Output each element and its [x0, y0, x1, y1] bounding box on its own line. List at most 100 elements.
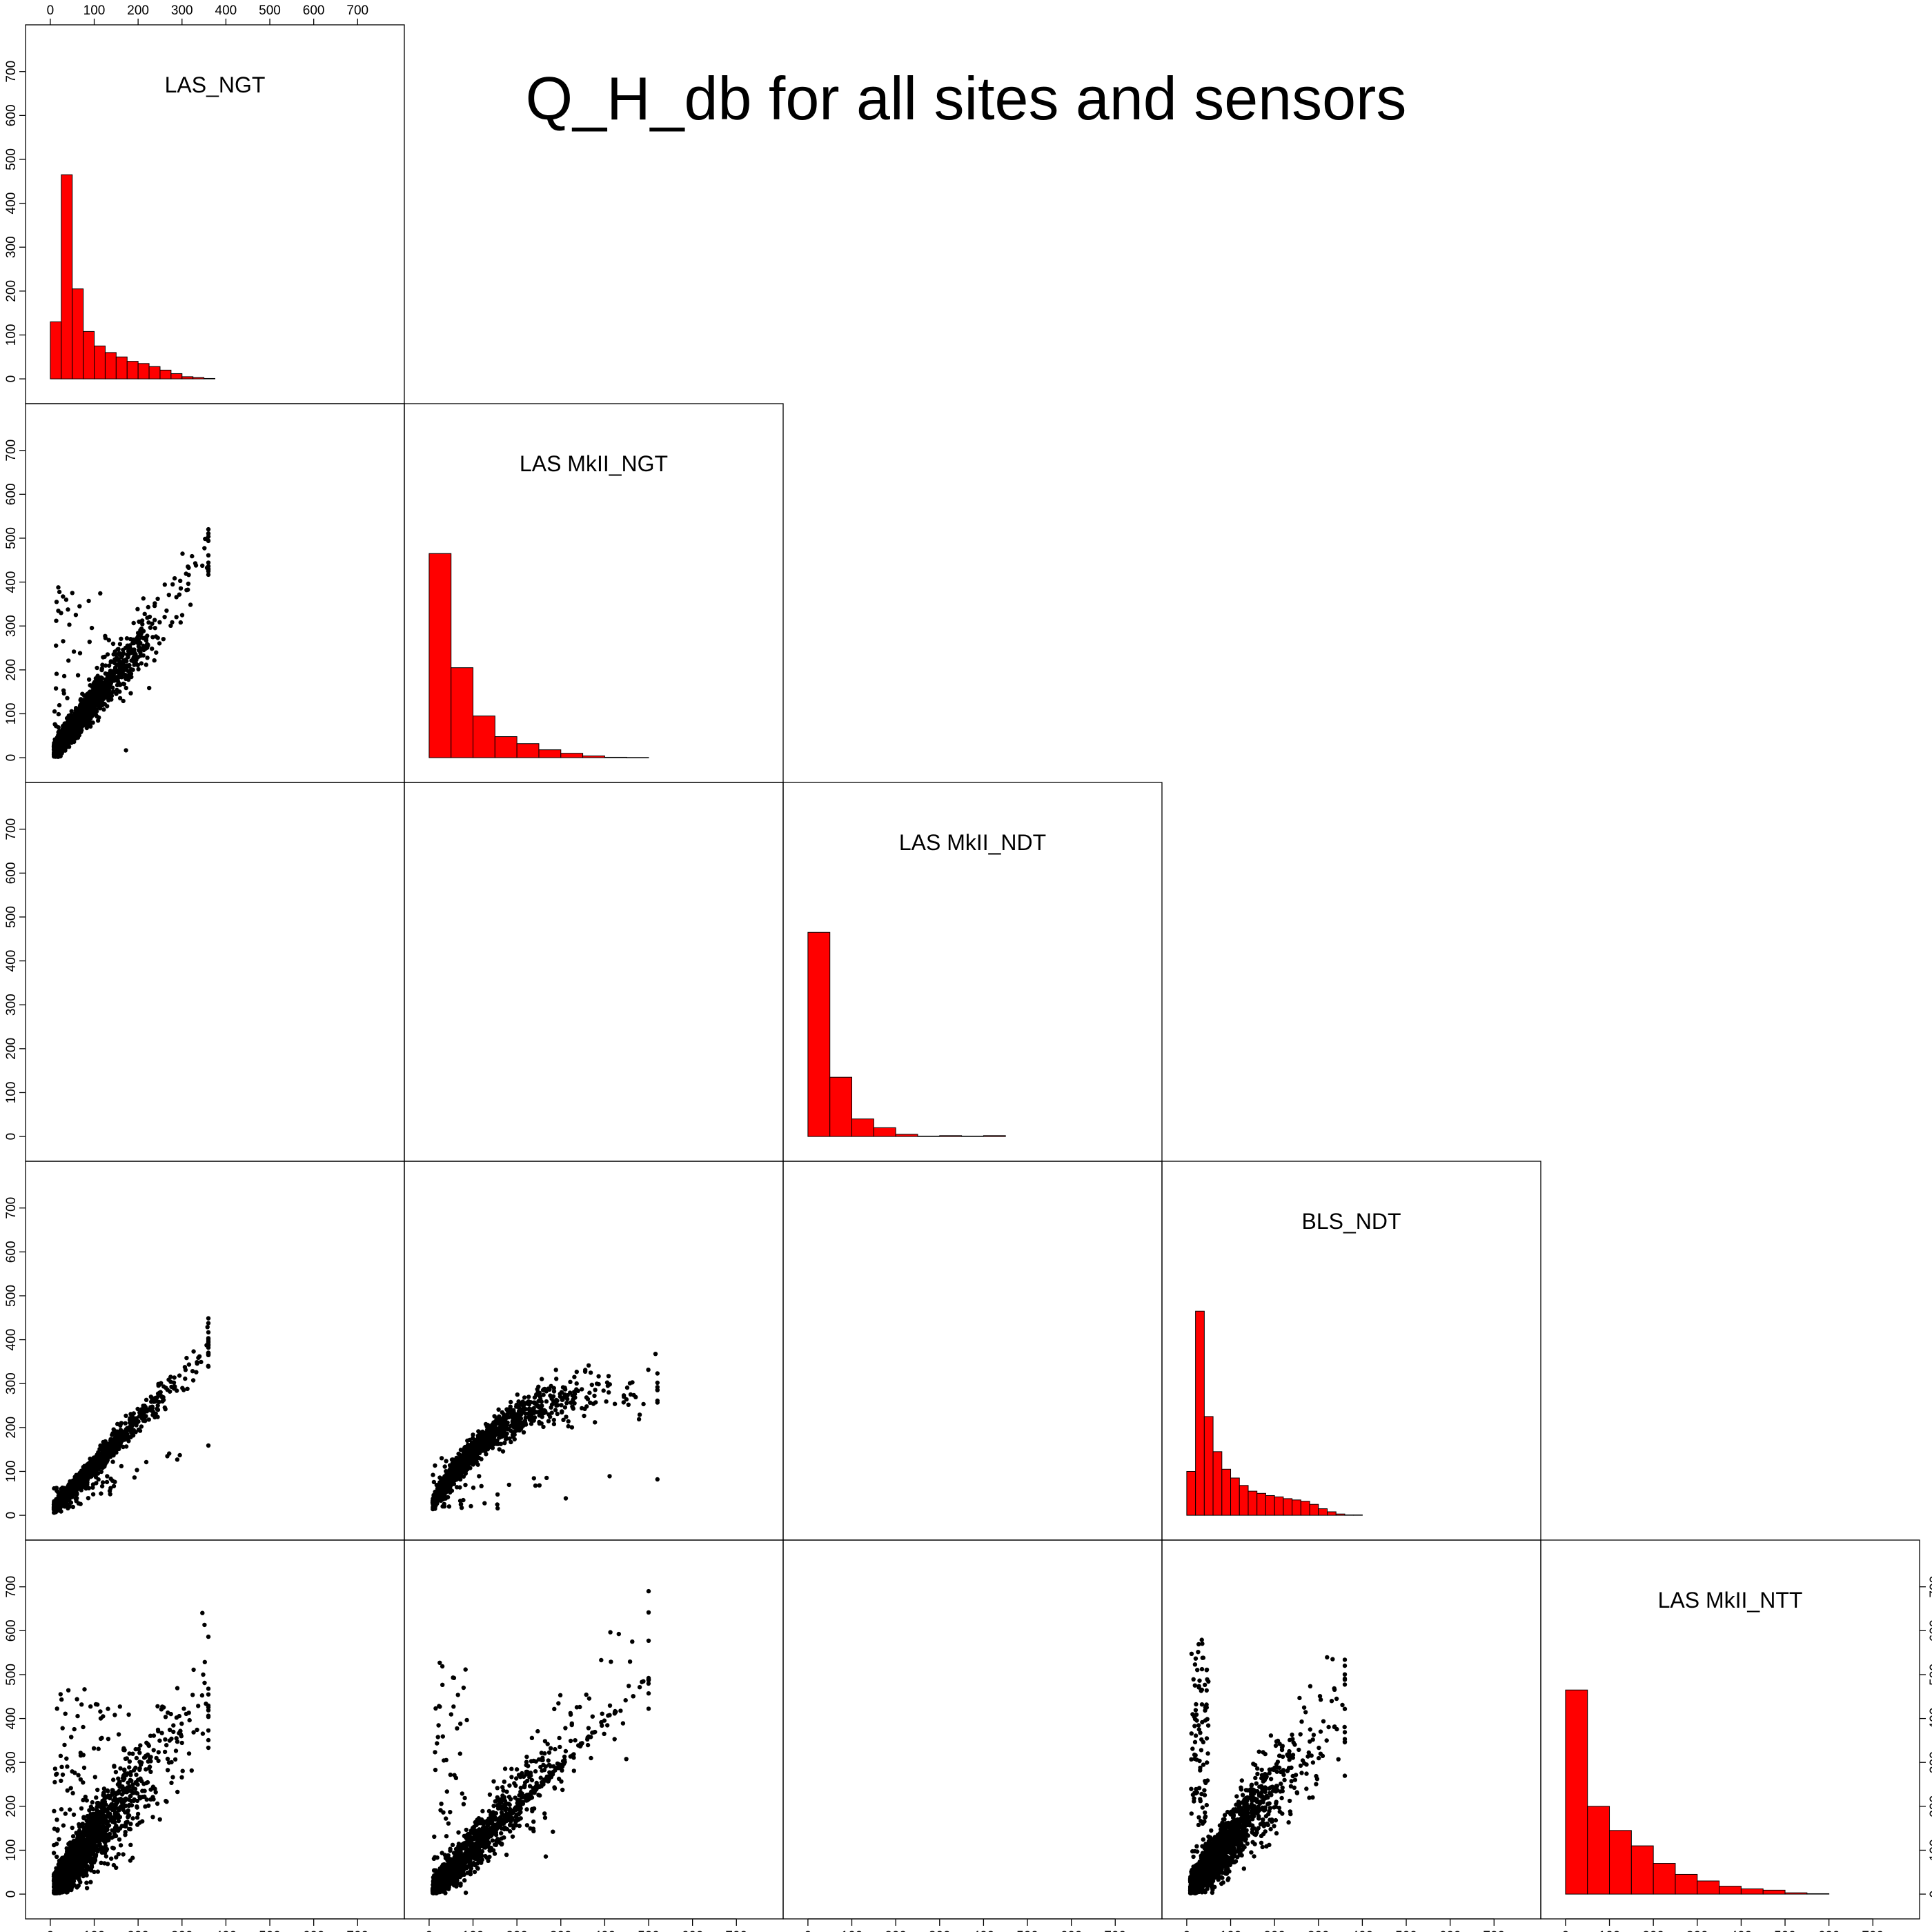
data-point	[144, 662, 148, 667]
data-point	[124, 1413, 128, 1418]
data-point	[146, 604, 150, 610]
data-point	[492, 1414, 497, 1419]
histogram-bar	[1565, 1689, 1588, 1895]
data-point	[185, 1386, 190, 1392]
data-point	[112, 678, 117, 682]
data-point	[54, 751, 59, 756]
histogram-bar	[1292, 1499, 1301, 1516]
data-point	[182, 1365, 188, 1370]
data-point	[129, 1426, 134, 1432]
data-point	[206, 1364, 211, 1369]
data-point	[500, 1449, 506, 1454]
histogram-bar	[204, 377, 215, 379]
data-point	[172, 576, 177, 581]
data-point	[206, 569, 211, 574]
data-point	[475, 1462, 480, 1467]
data-point	[157, 620, 162, 624]
histogram-bar	[1609, 1830, 1632, 1895]
histogram-bar	[1327, 1511, 1337, 1516]
data-point	[131, 1417, 136, 1422]
data-point	[165, 1454, 170, 1459]
data-point	[60, 733, 65, 738]
data-point	[98, 1457, 103, 1463]
data-point	[469, 1504, 473, 1509]
data-point	[646, 1368, 651, 1372]
data-point	[139, 661, 144, 666]
data-point	[636, 1417, 642, 1422]
data-point	[190, 553, 195, 559]
data-point	[575, 1388, 580, 1394]
histogram-panel: LAS MkII_NTT	[1565, 1588, 1830, 1895]
data-point	[86, 1461, 92, 1466]
data-point	[52, 709, 57, 714]
data-point	[110, 641, 116, 647]
histogram-bar	[50, 321, 62, 379]
data-point	[206, 526, 211, 532]
data-point	[94, 1481, 99, 1486]
data-point	[588, 1400, 593, 1406]
data-point	[168, 623, 173, 628]
data-point	[57, 589, 62, 595]
data-point	[119, 652, 124, 658]
data-point	[70, 719, 75, 724]
data-point	[59, 1499, 65, 1504]
data-point	[61, 594, 66, 599]
data-point	[206, 564, 211, 569]
data-point	[145, 656, 150, 660]
data-point	[73, 1496, 78, 1501]
histogram-bar	[137, 363, 150, 379]
data-point	[121, 682, 127, 687]
data-point	[119, 636, 124, 641]
data-point	[202, 546, 207, 551]
data-point	[178, 578, 183, 583]
data-point	[102, 1451, 107, 1457]
data-point	[519, 1425, 524, 1430]
data-point	[115, 687, 119, 693]
data-point	[59, 747, 65, 752]
data-point	[75, 673, 81, 678]
data-point	[99, 1469, 103, 1475]
data-point	[655, 1380, 660, 1386]
data-point	[568, 1379, 573, 1385]
data-point	[146, 620, 151, 625]
data-point	[155, 1414, 160, 1419]
data-point	[70, 731, 75, 737]
histogram-bar	[494, 736, 518, 758]
data-point	[90, 713, 95, 718]
histogram-bar	[1265, 1495, 1275, 1516]
histogram-bar	[1318, 1508, 1328, 1516]
data-point	[79, 699, 84, 704]
data-point	[162, 582, 167, 587]
data-point	[551, 1417, 556, 1423]
data-point	[113, 651, 118, 657]
data-point	[144, 1459, 149, 1465]
data-point	[144, 636, 148, 641]
data-point	[138, 653, 143, 658]
data-point	[96, 1477, 101, 1482]
data-point	[71, 649, 77, 654]
data-point	[564, 1401, 569, 1406]
histogram-bar	[126, 361, 139, 379]
histogram-bar	[428, 553, 452, 758]
data-point	[100, 1480, 106, 1485]
histogram-bar	[1239, 1485, 1249, 1516]
data-point	[92, 1471, 98, 1476]
data-point	[136, 633, 141, 638]
histogram-bar	[516, 743, 540, 758]
panel-title: LAS MkII_NGT	[520, 451, 668, 476]
data-point	[70, 591, 75, 595]
data-point	[56, 585, 61, 590]
data-point	[77, 651, 83, 656]
data-point	[110, 1459, 115, 1464]
data-point	[504, 1431, 509, 1436]
data-point	[206, 553, 211, 558]
histogram-bar	[159, 369, 172, 379]
data-point	[115, 682, 120, 688]
histogram-bar	[1587, 1806, 1610, 1895]
data-point	[596, 1374, 601, 1379]
data-point	[566, 1419, 571, 1424]
data-point	[90, 1492, 96, 1497]
histogram-panel: LAS_NGT	[50, 72, 265, 379]
data-point	[131, 640, 137, 646]
panel-title: LAS MkII_NTT	[1658, 1588, 1803, 1613]
